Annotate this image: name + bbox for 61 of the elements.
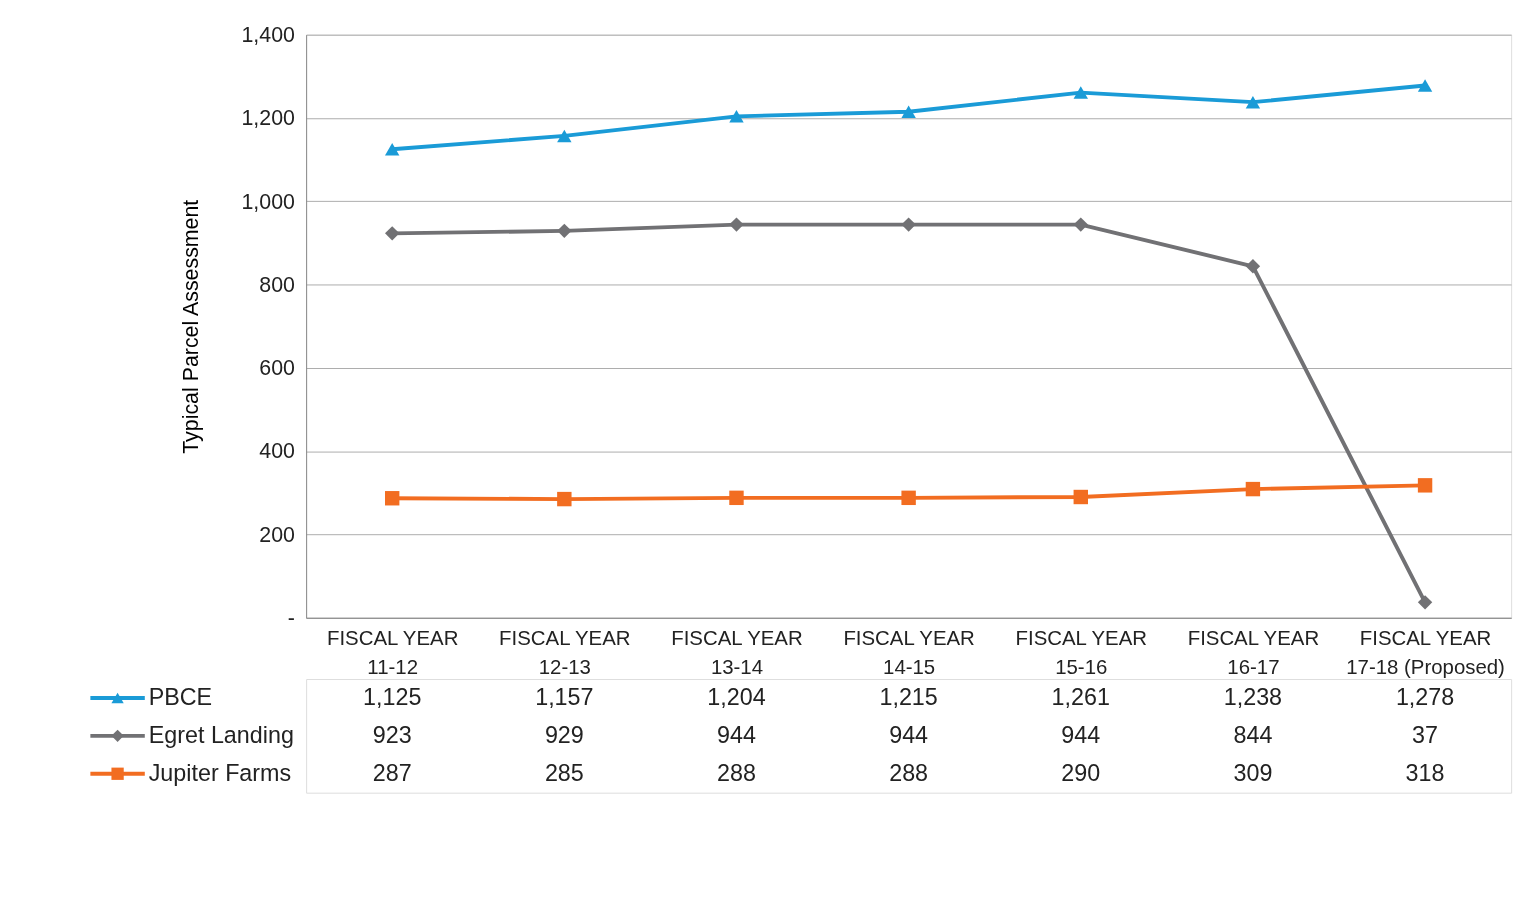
y-tick-label: 400 [259,439,296,464]
legend-label: PBCE [148,683,213,710]
x-tick-label: FISCAL YEAR 12-13 [499,626,631,678]
point [729,490,744,506]
y-tick-label: 1,400 [241,22,296,47]
point [1417,79,1433,92]
data-label: 1,238 [1223,683,1283,710]
data-label: 37 [1412,721,1439,748]
point [557,491,572,507]
point [901,490,916,506]
x-tick-label: FISCAL YEAR 13-14 [671,626,803,678]
point [1417,595,1433,610]
y-tick-label: 800 [259,272,296,297]
y-tick-label: - [287,606,295,631]
x-tick-label: FISCAL YEAR 14-15 [843,626,975,678]
point [1073,489,1088,505]
data-label: 1,204 [707,683,766,710]
data-label: 288 [717,759,756,786]
point [384,491,400,506]
legend-label: Egret Landing [148,721,294,748]
y-tick-label: 1,000 [241,189,296,214]
point [557,129,572,143]
point [384,226,400,241]
point [901,217,916,232]
data-label: 288 [889,759,929,786]
data-label: 1,157 [535,683,594,710]
point [1417,478,1433,493]
x-tick-label: FISCAL YEAR 16-17 [1187,626,1320,678]
data-label: 944 [889,721,929,748]
data-label: 285 [544,759,584,786]
point [729,110,744,123]
data-label: 1,278 [1395,683,1455,710]
point [1245,481,1261,497]
data-label: 944 [1061,721,1101,748]
point [1245,259,1261,274]
data-label: 287 [372,759,412,786]
data-label: 1,125 [363,683,422,710]
point [1245,95,1261,109]
data-label: 1,215 [879,683,938,710]
x-tick-label: FISCAL YEAR 17-18 (Proposed) [1346,626,1505,678]
point [729,217,744,232]
y-tick-label: 1,200 [241,106,296,131]
point [384,142,400,156]
data-label: 290 [1061,759,1101,786]
legend-label: Jupiter Farms [148,759,292,786]
data-label: 929 [544,721,584,748]
point [1073,217,1088,232]
data-label: 844 [1233,721,1273,748]
point [557,223,572,239]
point [1073,86,1088,99]
y-axis-title: Typical Parcel Assessment [178,199,203,454]
data-label: 309 [1233,759,1273,786]
point [901,105,916,118]
y-tick-label: 200 [259,522,296,547]
data-label: 1,261 [1051,683,1110,710]
x-tick-label: FISCAL YEAR 11-12 [326,626,459,678]
x-tick-label: FISCAL YEAR 15-16 [1015,626,1147,678]
data-label: 318 [1405,759,1445,786]
data-label: 944 [717,721,756,748]
y-tick-label: 600 [259,356,296,381]
data-label: 923 [372,721,412,748]
